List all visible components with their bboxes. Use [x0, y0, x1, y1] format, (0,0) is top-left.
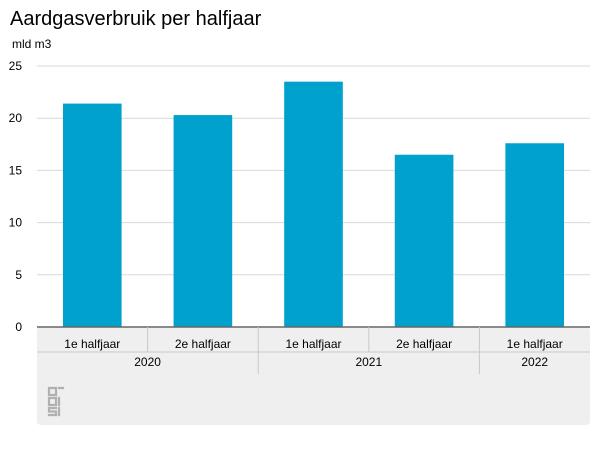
y-tick-label: 10	[9, 216, 23, 230]
logo-stroke	[47, 396, 58, 407]
cbs-logo-icon	[47, 386, 65, 417]
logo-stroke	[47, 386, 58, 397]
bar	[394, 154, 454, 327]
bar	[284, 81, 343, 327]
x-tick-label: 1e halfjaar	[64, 337, 120, 351]
y-tick-label: 5	[15, 268, 22, 282]
chart-title: Aardgasverbruik per halfjaar	[10, 8, 262, 30]
year-label: 2021	[355, 355, 382, 369]
x-axis-labels: 1e halfjaar 2e halfjaar 1e halfjaar 2e half…	[37, 327, 590, 374]
bar	[62, 103, 122, 327]
y-tick-label: 0	[15, 320, 22, 334]
logo-stroke	[57, 386, 65, 417]
bars	[62, 81, 565, 328]
y-tick-label: 25	[9, 59, 23, 73]
bar	[505, 143, 565, 327]
y-tick-label: 15	[9, 163, 23, 177]
year-label: 2020	[134, 355, 161, 369]
x-tick-label: 2e halfjaar	[175, 337, 231, 351]
year-label: 2022	[521, 355, 548, 369]
bar	[173, 115, 233, 328]
y-axis-label: mld m3	[12, 37, 52, 51]
x-tick-label: 1e halfjaar	[285, 337, 341, 351]
y-axis-ticks: 0 5 10 15 20 25	[9, 59, 23, 334]
x-tick-label: 2e halfjaar	[396, 337, 452, 351]
logo-stroke	[47, 406, 58, 417]
x-tick-label: 1e halfjaar	[507, 337, 563, 351]
y-tick-label: 20	[9, 111, 23, 125]
